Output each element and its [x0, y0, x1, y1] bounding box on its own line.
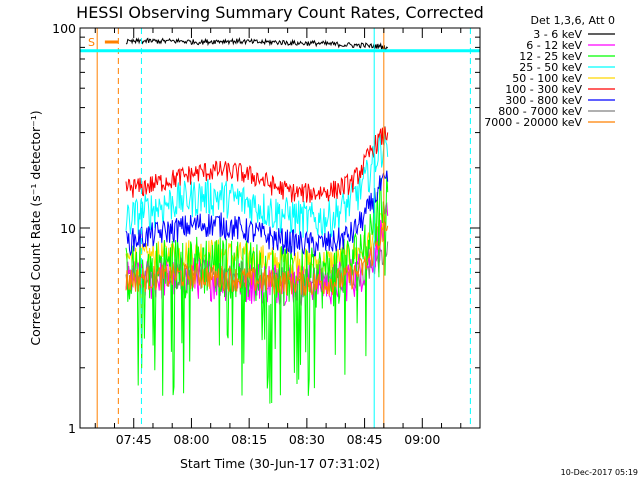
series-line-6: [125, 170, 389, 257]
plot-area: S: [80, 28, 480, 428]
legend-label-7: 800 - 7000 keV: [498, 105, 582, 118]
legend-label-0: 3 - 6 keV: [533, 28, 582, 41]
legend-label-1: 6 - 12 keV: [526, 39, 582, 52]
x-tick-label-2: 08:15: [231, 432, 267, 447]
series-line-8: [125, 221, 389, 296]
x-tick-label-1: 08:00: [173, 432, 209, 447]
series-line-3: [125, 126, 389, 238]
x-tick-label-0: 07:45: [116, 432, 152, 447]
x-tick-label-4: 08:45: [347, 432, 383, 447]
x-axis-label: Start Time (30-Jun-17 07:31:02): [180, 456, 380, 471]
chart-title: HESSI Observing Summary Count Rates, Cor…: [76, 3, 484, 22]
footer-timestamp: 10-Dec-2017 05:19: [561, 468, 638, 477]
legend-label-8: 7000 - 20000 keV: [484, 116, 582, 129]
y-tick-label-0: 1: [68, 421, 76, 436]
y-tick-label-1: 10: [60, 221, 76, 236]
y-tick-label-2: 100: [52, 21, 76, 36]
series-line-5: [125, 126, 389, 203]
legend-label-6: 300 - 800 keV: [505, 94, 582, 107]
x-tick-label-5: 09:00: [404, 432, 440, 447]
legend-label-5: 100 - 300 keV: [505, 83, 582, 96]
legend-label-3: 25 - 50 keV: [519, 61, 582, 74]
legend-label-4: 50 - 100 keV: [512, 72, 582, 85]
legend-label-2: 12 - 25 keV: [519, 50, 582, 63]
y-axis-label: Corrected Count Rate (s⁻¹ detector⁻¹): [28, 110, 43, 345]
legend-header: Det 1,3,6, Att 0: [531, 14, 615, 27]
series-line-0: [125, 37, 389, 51]
s-marker-label: S: [88, 36, 95, 49]
x-tick-label-3: 08:30: [289, 432, 325, 447]
axes: 07:45 08:00 08:15 08:30 08:45 09:00 1 10 100: [52, 21, 480, 447]
